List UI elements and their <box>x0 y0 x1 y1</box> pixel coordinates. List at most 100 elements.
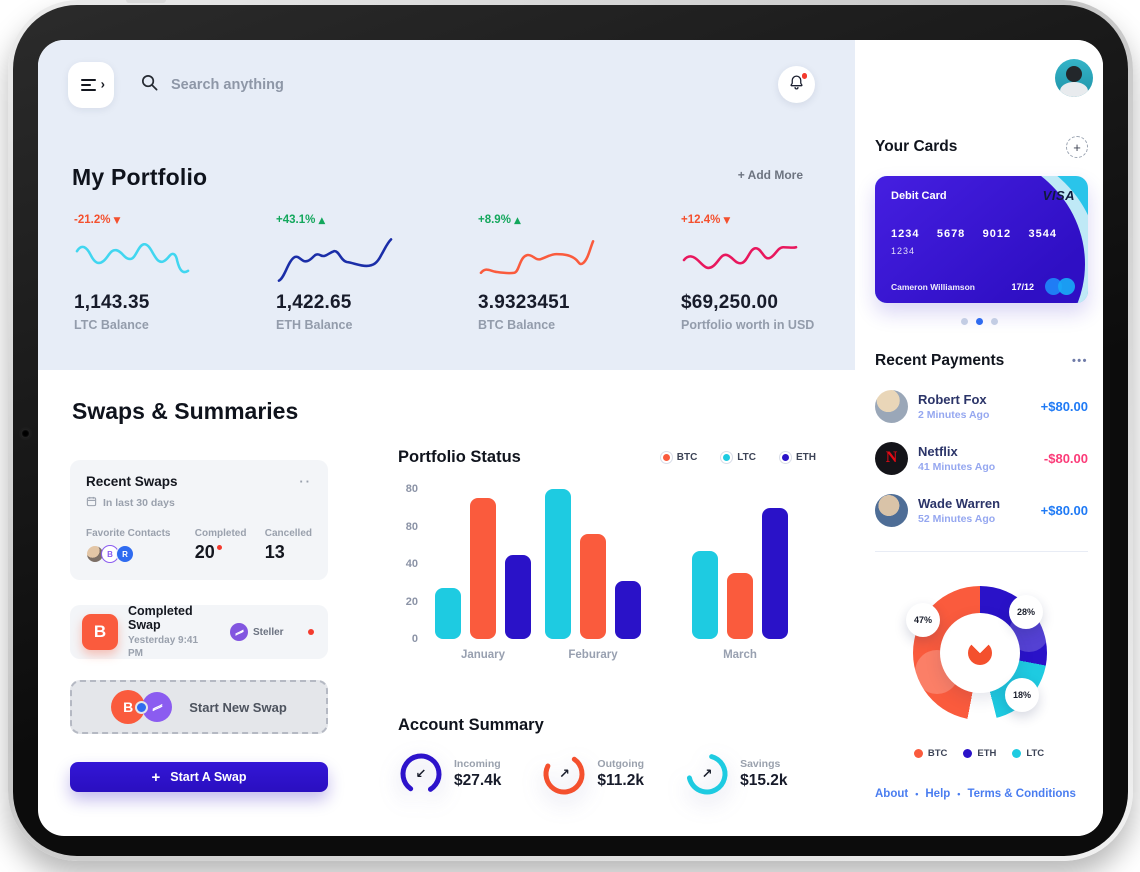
bar-eth-march <box>762 508 788 639</box>
donut-center-icon <box>968 641 992 665</box>
footer-separator: • <box>915 789 919 799</box>
trend-down-icon: ▼ <box>723 216 731 226</box>
netflix-logo: N <box>875 441 908 475</box>
stat-card-usd[interactable]: +12.4% ▼ $69,250.00 Portfolio worth in US… <box>681 210 851 332</box>
ltc-sparkline <box>75 243 190 274</box>
search-icon <box>140 73 159 97</box>
legend-label: LTC <box>1026 748 1045 759</box>
debit-card[interactable]: Debit Card VISA 1234 5678 9012 3544 1234… <box>875 176 1088 303</box>
start-new-swap-button[interactable]: B Start New Swap <box>70 680 328 734</box>
your-cards-title: Your Cards <box>875 138 958 155</box>
swap-target-label: Steller <box>253 626 284 638</box>
card-number-group: 1234 <box>891 228 920 240</box>
completed-count: 20 <box>194 542 215 562</box>
contact-avatar[interactable]: R <box>116 545 134 563</box>
x-axis-label: March <box>723 649 757 661</box>
eth-sparkline <box>277 238 393 282</box>
portfolio-status-chart: Portfolio Status BTC LTC ETH 80 80 40 20 0 Jan… <box>398 448 816 710</box>
trend-up-icon: ▲ <box>513 216 521 226</box>
stat-value: 1,422.65 <box>276 292 352 313</box>
cancelled-label: Cancelled <box>264 528 312 539</box>
y-axis-tick: 80 <box>405 483 418 495</box>
ltc-percent-badge: 18% <box>1005 678 1039 712</box>
legend-label: ETH <box>796 452 816 463</box>
payment-row[interactable]: Robert Fox 2 Minutes Ago +$80.00 <box>875 384 1088 428</box>
bar-ltc-march <box>692 551 718 639</box>
account-summary: Account Summary ↙ Incoming $27.4k ↗ <box>398 716 818 797</box>
stat-label: ETH Balance <box>276 318 353 332</box>
recent-swaps-menu-icon[interactable]: ·· <box>299 473 312 489</box>
bar-group-january <box>435 489 531 639</box>
stat-card-ltc[interactable]: -21.2% ▼ 1,143.35 LTC Balance <box>74 210 244 332</box>
menu-icon: › <box>81 76 105 91</box>
help-link[interactable]: Help <box>925 788 951 800</box>
notifications-button[interactable] <box>778 66 815 103</box>
payment-row[interactable]: Wade Warren 52 Minutes Ago +$80.00 <box>875 488 1088 532</box>
pagination-dot[interactable] <box>990 318 998 325</box>
outgoing-ring <box>543 753 585 795</box>
stat-value: 1,143.35 <box>74 292 150 313</box>
user-avatar[interactable] <box>1055 59 1093 97</box>
account-summary-title: Account Summary <box>398 716 544 734</box>
start-a-swap-label: Start A Swap <box>170 770 247 784</box>
legend-dot <box>662 454 670 461</box>
recent-payments-menu-icon[interactable]: ••• <box>1071 355 1088 367</box>
completed-swap-card[interactable]: B Completed Swap Yesterday 9:41 PM Stell… <box>70 604 328 660</box>
eth-percent-badge: 28% <box>1009 595 1043 629</box>
payment-row[interactable]: N Netflix 41 Minutes Ago -$80.00 <box>875 436 1088 480</box>
footer-separator: • <box>957 789 961 799</box>
pagination-dot-active[interactable] <box>975 318 983 325</box>
pagination-dot[interactable] <box>960 318 968 325</box>
start-a-swap-button[interactable]: + Start A Swap <box>70 762 328 792</box>
terms-link[interactable]: Terms & Conditions <box>967 788 1076 800</box>
legend-item-btc: BTC <box>913 748 948 759</box>
swap-status-dot <box>308 629 314 635</box>
stat-change: +43.1% <box>276 214 316 226</box>
tablet-frame: › My Portfolio + Add More -21.2%▼ 1 <box>8 0 1133 861</box>
add-card-button[interactable]: + <box>1066 136 1088 158</box>
y-axis-tick: 40 <box>405 558 418 570</box>
completed-indicator-dot <box>216 545 222 550</box>
stat-change: +8.9% <box>478 214 511 226</box>
recent-payments-title: Recent Payments <box>875 352 1005 369</box>
savings-label: Savings <box>740 758 781 770</box>
tablet-camera <box>21 429 30 438</box>
bar-eth-january <box>505 555 531 639</box>
outgoing-arrow-icon: ↗ <box>558 766 570 782</box>
stellar-icon <box>230 623 248 641</box>
add-more-button[interactable]: + Add More <box>737 168 803 182</box>
page-title: My Portfolio <box>72 164 208 190</box>
legend-item-ltc: LTC <box>1012 748 1044 759</box>
search-input[interactable] <box>169 76 379 94</box>
legend-label: BTC <box>927 748 948 759</box>
outgoing-label: Outgoing <box>597 758 645 770</box>
card-number-line2: 1234 <box>891 246 916 256</box>
legend-item-eth: ETH <box>963 748 996 759</box>
card-expiry: 17/12 <box>1011 282 1034 292</box>
app-screen: › My Portfolio + Add More -21.2%▼ 1 <box>38 40 1103 836</box>
payer-name: Wade Warren <box>918 495 1001 511</box>
btc-sparkline <box>479 240 595 275</box>
stat-card-eth[interactable]: +43.1% ▲ 1,422.65 ETH Balance <box>276 210 446 332</box>
usd-sparkline <box>682 245 798 270</box>
savings-ring <box>686 753 728 795</box>
plus-icon: + <box>151 768 161 786</box>
stat-change: -21.2% <box>74 214 111 226</box>
x-axis-label: Feburary <box>568 649 618 661</box>
stat-card-btc[interactable]: +8.9% ▲ 3.9323451 BTC Balance <box>478 210 648 332</box>
bar-btc-january <box>470 498 496 639</box>
right-sidebar: Your Cards + Debit Card VISA 1234 5678 9… <box>855 40 1103 836</box>
completed-swap-time: Yesterday 9:41 PM <box>128 634 199 660</box>
about-link[interactable]: About <box>875 788 909 800</box>
savings-summary: ↗ Savings $15.2k <box>684 751 788 797</box>
avatar-head <box>1066 66 1082 82</box>
tablet-power-button <box>126 0 166 3</box>
menu-chevron-icon: › <box>100 76 105 92</box>
cards-pagination <box>855 318 1103 325</box>
search-bar[interactable] <box>140 73 379 97</box>
legend-dot <box>1012 749 1022 758</box>
menu-button[interactable]: › <box>68 62 114 108</box>
bar-ltc-january <box>435 588 461 639</box>
bar-group-march <box>692 489 788 639</box>
mastercard-circles-icon <box>1045 278 1076 295</box>
